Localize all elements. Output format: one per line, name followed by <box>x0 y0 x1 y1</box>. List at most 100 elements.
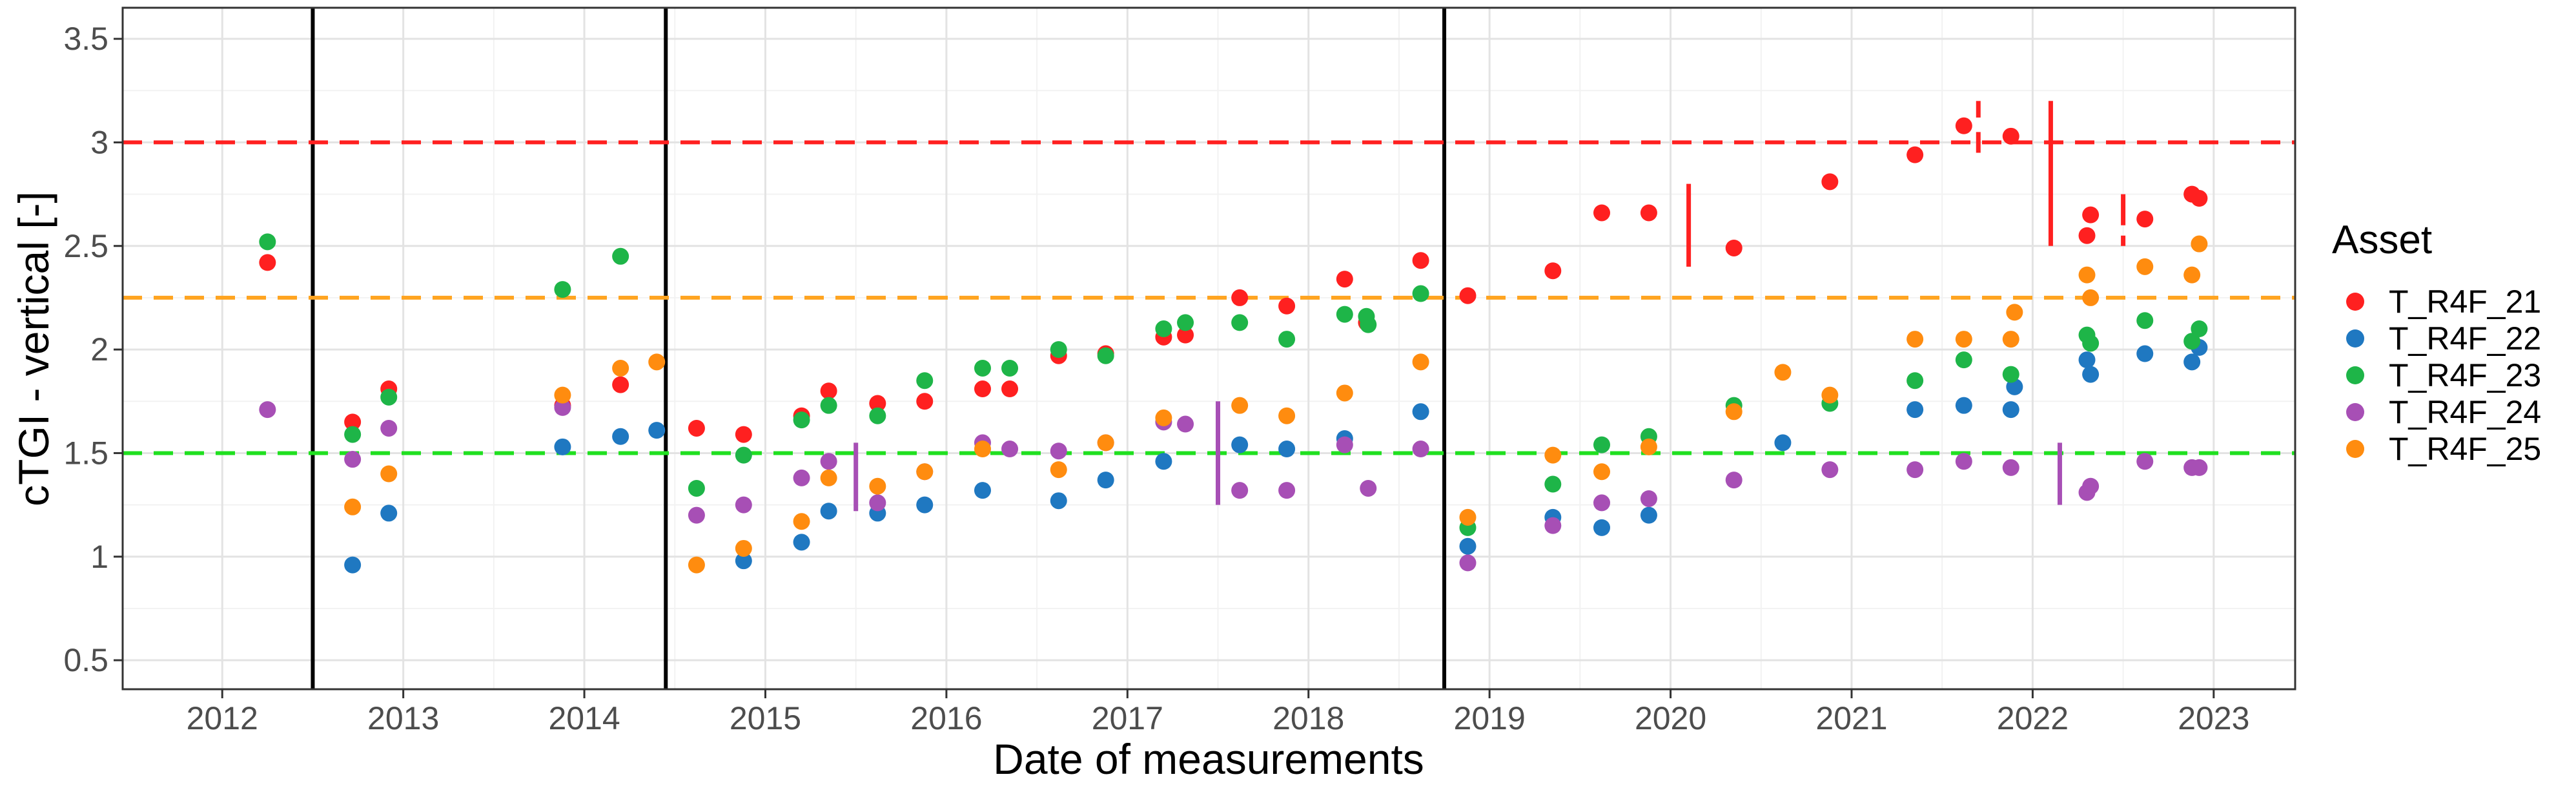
data-point <box>1906 401 1924 419</box>
y-axis-ticks: 0.5 1 1.5 2 2.5 3 3.5 <box>63 21 123 678</box>
data-point <box>2183 333 2201 350</box>
legend: Asset T_R4F_21T_R4F_22T_R4F_23T_R4F_24T_… <box>2332 218 2541 467</box>
x-tick-label: 2013 <box>367 700 439 736</box>
data-point <box>820 469 837 486</box>
data-point <box>380 504 398 522</box>
data-point <box>1774 364 1792 381</box>
data-point <box>1544 446 1562 464</box>
x-tick-label: 2019 <box>1454 700 1526 736</box>
data-point <box>2078 266 2096 284</box>
data-point <box>612 376 629 393</box>
data-point <box>735 496 752 514</box>
data-point <box>1640 490 1657 507</box>
data-point <box>1955 331 1972 348</box>
data-point <box>344 556 362 574</box>
data-point <box>1231 397 1249 414</box>
data-point <box>1336 436 1353 453</box>
data-point <box>1459 554 1477 572</box>
data-point <box>688 556 705 574</box>
data-point <box>869 494 886 512</box>
data-point <box>1001 380 1019 398</box>
data-point <box>1155 320 1172 338</box>
data-point <box>2191 190 2208 207</box>
data-point <box>1336 271 1353 288</box>
legend-marker <box>2346 329 2364 348</box>
data-point <box>2002 459 2019 476</box>
y-tick-label: 2.5 <box>63 228 108 264</box>
data-point <box>1640 204 1657 222</box>
data-point <box>259 401 276 419</box>
data-point <box>1955 117 1972 134</box>
data-point <box>916 393 934 410</box>
data-point <box>1544 262 1562 280</box>
data-point <box>2006 304 2023 321</box>
data-point <box>1906 331 1924 348</box>
data-point <box>2183 266 2201 284</box>
y-axis-title: cTGI - vertical [-] <box>10 191 57 506</box>
data-point <box>1593 463 1611 481</box>
data-point <box>259 233 276 251</box>
data-point <box>1097 472 1114 489</box>
data-point <box>1955 397 1972 414</box>
legend-label: T_R4F_23 <box>2389 357 2541 393</box>
data-point <box>2082 206 2100 223</box>
data-point <box>1360 316 1377 333</box>
data-point <box>2136 258 2154 275</box>
segments-layer <box>854 101 2126 512</box>
data-point <box>2002 127 2019 145</box>
data-point <box>1821 461 1839 479</box>
y-tick-label: 1 <box>90 539 108 575</box>
data-point <box>2002 366 2019 383</box>
data-point <box>259 254 276 271</box>
data-point <box>735 539 752 557</box>
data-point <box>1336 384 1353 402</box>
data-point <box>2136 453 2154 470</box>
y-tick-label: 1.5 <box>63 435 108 471</box>
data-point <box>1593 436 1611 453</box>
data-point <box>554 281 571 298</box>
data-point <box>688 419 705 437</box>
data-point <box>793 534 810 551</box>
x-tick-label: 2015 <box>730 700 801 736</box>
data-point <box>1640 506 1657 524</box>
data-point <box>1097 434 1114 452</box>
data-point <box>916 463 934 481</box>
data-point <box>1955 453 1972 470</box>
data-point <box>1155 453 1172 470</box>
legend-marker <box>2346 366 2364 384</box>
data-point <box>735 446 752 464</box>
x-tick-label: 2017 <box>1092 700 1163 736</box>
data-point <box>1001 441 1019 458</box>
data-point <box>2136 211 2154 228</box>
x-axis-ticks: 2012 2013 2014 2015 2016 2017 2018 2019 2020 2021… <box>187 689 2249 736</box>
data-point <box>1412 353 1429 371</box>
data-point <box>974 482 991 499</box>
data-point <box>1278 441 1296 458</box>
data-point <box>648 353 666 371</box>
vertical-lines-layer <box>311 8 1447 689</box>
data-point <box>554 438 571 455</box>
data-point <box>688 479 705 497</box>
data-point <box>1774 434 1792 452</box>
x-axis-title: Date of measurements <box>993 735 1424 783</box>
data-point <box>2078 227 2096 244</box>
plot-border <box>121 6 2296 691</box>
data-point <box>820 503 837 520</box>
data-point <box>344 426 362 443</box>
data-point <box>1050 492 1067 510</box>
data-point <box>1231 289 1249 306</box>
data-point <box>1593 204 1611 222</box>
data-point <box>2191 459 2208 476</box>
data-point <box>1544 475 1562 493</box>
data-point <box>1278 407 1296 424</box>
data-point <box>1459 287 1477 304</box>
data-point <box>344 413 362 431</box>
data-point <box>820 397 837 414</box>
data-point <box>916 496 934 514</box>
data-point <box>380 465 398 483</box>
legend-title: Asset <box>2332 218 2432 262</box>
data-point <box>1906 372 1924 390</box>
legend-label: T_R4F_24 <box>2389 394 2541 430</box>
data-point <box>344 498 362 515</box>
data-point <box>1278 482 1296 499</box>
